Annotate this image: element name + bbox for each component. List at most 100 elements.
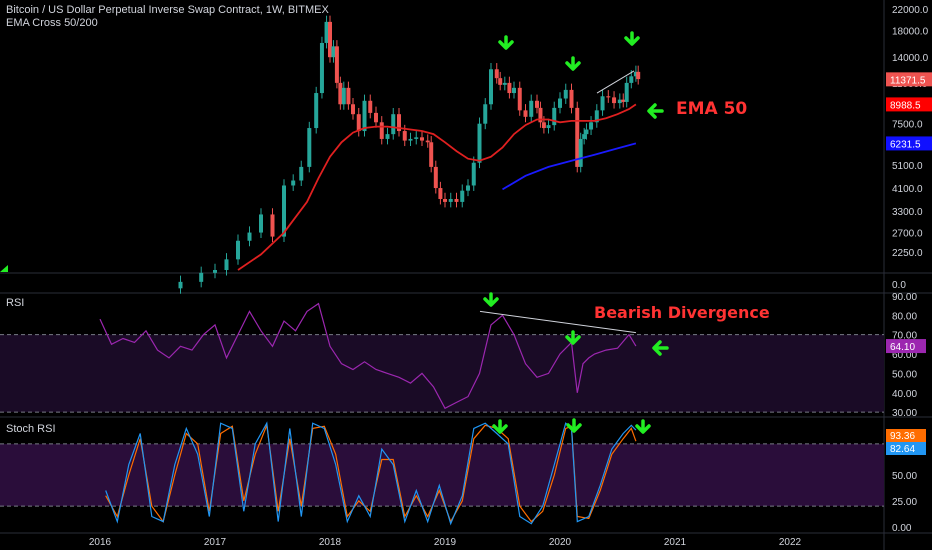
candle-body — [236, 240, 240, 260]
candle-body — [247, 232, 252, 241]
stoch-arrow-icon — [635, 419, 651, 434]
stoch-d-badge: 82.64 — [890, 444, 915, 455]
candle-body — [517, 87, 522, 111]
candle-body — [558, 98, 562, 108]
candle-body — [362, 100, 367, 132]
candle-body — [636, 71, 641, 80]
rsi-divergence-line — [479, 310, 637, 334]
volume-zero-label: 0.0 — [892, 280, 906, 291]
candle-body — [600, 96, 605, 111]
candle-body — [589, 122, 594, 130]
candle-body — [338, 82, 343, 105]
price-tick-label: 18000.0 — [892, 26, 929, 37]
candle-body — [498, 78, 503, 85]
candle-body — [397, 114, 401, 132]
candle-body — [351, 104, 355, 115]
time-axis-label: 2016 — [89, 537, 112, 548]
indicator-label: EMA Cross 50/200 — [6, 17, 98, 29]
ema200-price-badge-bg — [886, 136, 932, 151]
ema200-price-badge: 6231.5 — [890, 139, 921, 150]
candle-body — [346, 87, 351, 105]
candle-body — [270, 214, 275, 237]
candle-body — [460, 190, 465, 202]
stoch-arrow-icon — [492, 419, 508, 434]
candle-body — [224, 259, 229, 270]
rsi-tick-label: 70.00 — [892, 331, 917, 342]
candle-body — [307, 128, 312, 167]
candle-body — [569, 89, 574, 108]
candle-body — [471, 162, 476, 186]
candle-body — [328, 21, 332, 58]
price-tick-label: 2250.0 — [892, 248, 923, 259]
stoch-k-badge: 93.36 — [890, 431, 915, 442]
candle-body — [563, 89, 568, 99]
candle-body — [324, 21, 329, 43]
candle-body — [438, 188, 443, 199]
stoch-d-line — [105, 422, 637, 524]
candle-body — [621, 99, 626, 102]
candle-body — [368, 100, 373, 113]
candle-body — [178, 281, 183, 289]
stoch-k-line — [105, 421, 637, 526]
candle-body — [291, 180, 296, 186]
candle-body — [429, 142, 434, 167]
candle-body — [259, 214, 263, 233]
price-arrow-icon — [624, 31, 640, 46]
candle-body — [523, 110, 528, 117]
stoch-k-badge-bg — [886, 442, 926, 455]
candle-body — [466, 185, 470, 191]
price-tick-label: 3300.0 — [892, 207, 923, 218]
bearish-divergence-annotation: Bearish Divergence — [594, 303, 770, 322]
candle-body — [331, 46, 336, 58]
candle-body — [448, 198, 453, 202]
candle-body — [433, 166, 438, 189]
rsi-current-badge-bg — [886, 339, 926, 354]
candle-body — [575, 107, 580, 167]
candle-body — [535, 100, 539, 108]
candle-body — [341, 87, 346, 105]
rsi-current-arrow-icon — [652, 340, 669, 356]
last-price-badge-bg — [886, 72, 932, 87]
candle-body — [502, 82, 507, 85]
rsi-panel-label: RSI — [6, 297, 25, 309]
ema200-line — [502, 142, 637, 191]
rsi-band — [0, 334, 884, 413]
price-tick-label: 14000.0 — [892, 53, 929, 64]
rsi-line — [99, 302, 637, 410]
candle-body — [617, 99, 622, 104]
rsi-arrow-icon — [483, 292, 499, 307]
candle-body — [402, 131, 407, 141]
time-axis-label: 2020 — [549, 537, 572, 548]
price-tick-label: 5100.0 — [892, 161, 923, 172]
candle-body — [379, 122, 384, 139]
stoch-tick-label: 25.00 — [892, 497, 917, 508]
candle-body — [624, 82, 629, 102]
candle-body — [541, 122, 546, 129]
candle-body — [385, 134, 390, 139]
price-tick-label: 2700.0 — [892, 229, 923, 240]
time-axis-label: 2017 — [204, 537, 227, 548]
candle-body — [420, 137, 424, 141]
ema50-price-badge: 8988.5 — [890, 100, 921, 111]
candle-body — [633, 71, 638, 77]
candle-body — [538, 107, 543, 123]
stoch-panel-label: Stoch RSI — [6, 423, 56, 435]
price-tick-label: 7500.0 — [892, 120, 923, 131]
candle-body — [606, 96, 611, 98]
stoch-tick-label: 50.00 — [892, 471, 917, 482]
rsi-tick-label: 60.00 — [892, 350, 917, 361]
time-axis-label: 2022 — [779, 537, 802, 548]
rsi-arrow-icon — [565, 330, 581, 345]
stoch-d-badge-bg — [886, 429, 926, 442]
candle-body — [414, 137, 419, 139]
rsi-tick-label: 50.00 — [892, 369, 917, 380]
price-arrow-icon — [565, 56, 581, 71]
stoch-tick-label: 0.00 — [892, 523, 912, 534]
rsi-tick-label: 30.00 — [892, 408, 917, 419]
ema50-price-badge-bg — [886, 97, 932, 112]
ema50-annotation: EMA 50 — [676, 99, 748, 119]
candle-body — [282, 185, 286, 237]
candle-body — [391, 114, 396, 135]
candle-body — [314, 93, 319, 129]
